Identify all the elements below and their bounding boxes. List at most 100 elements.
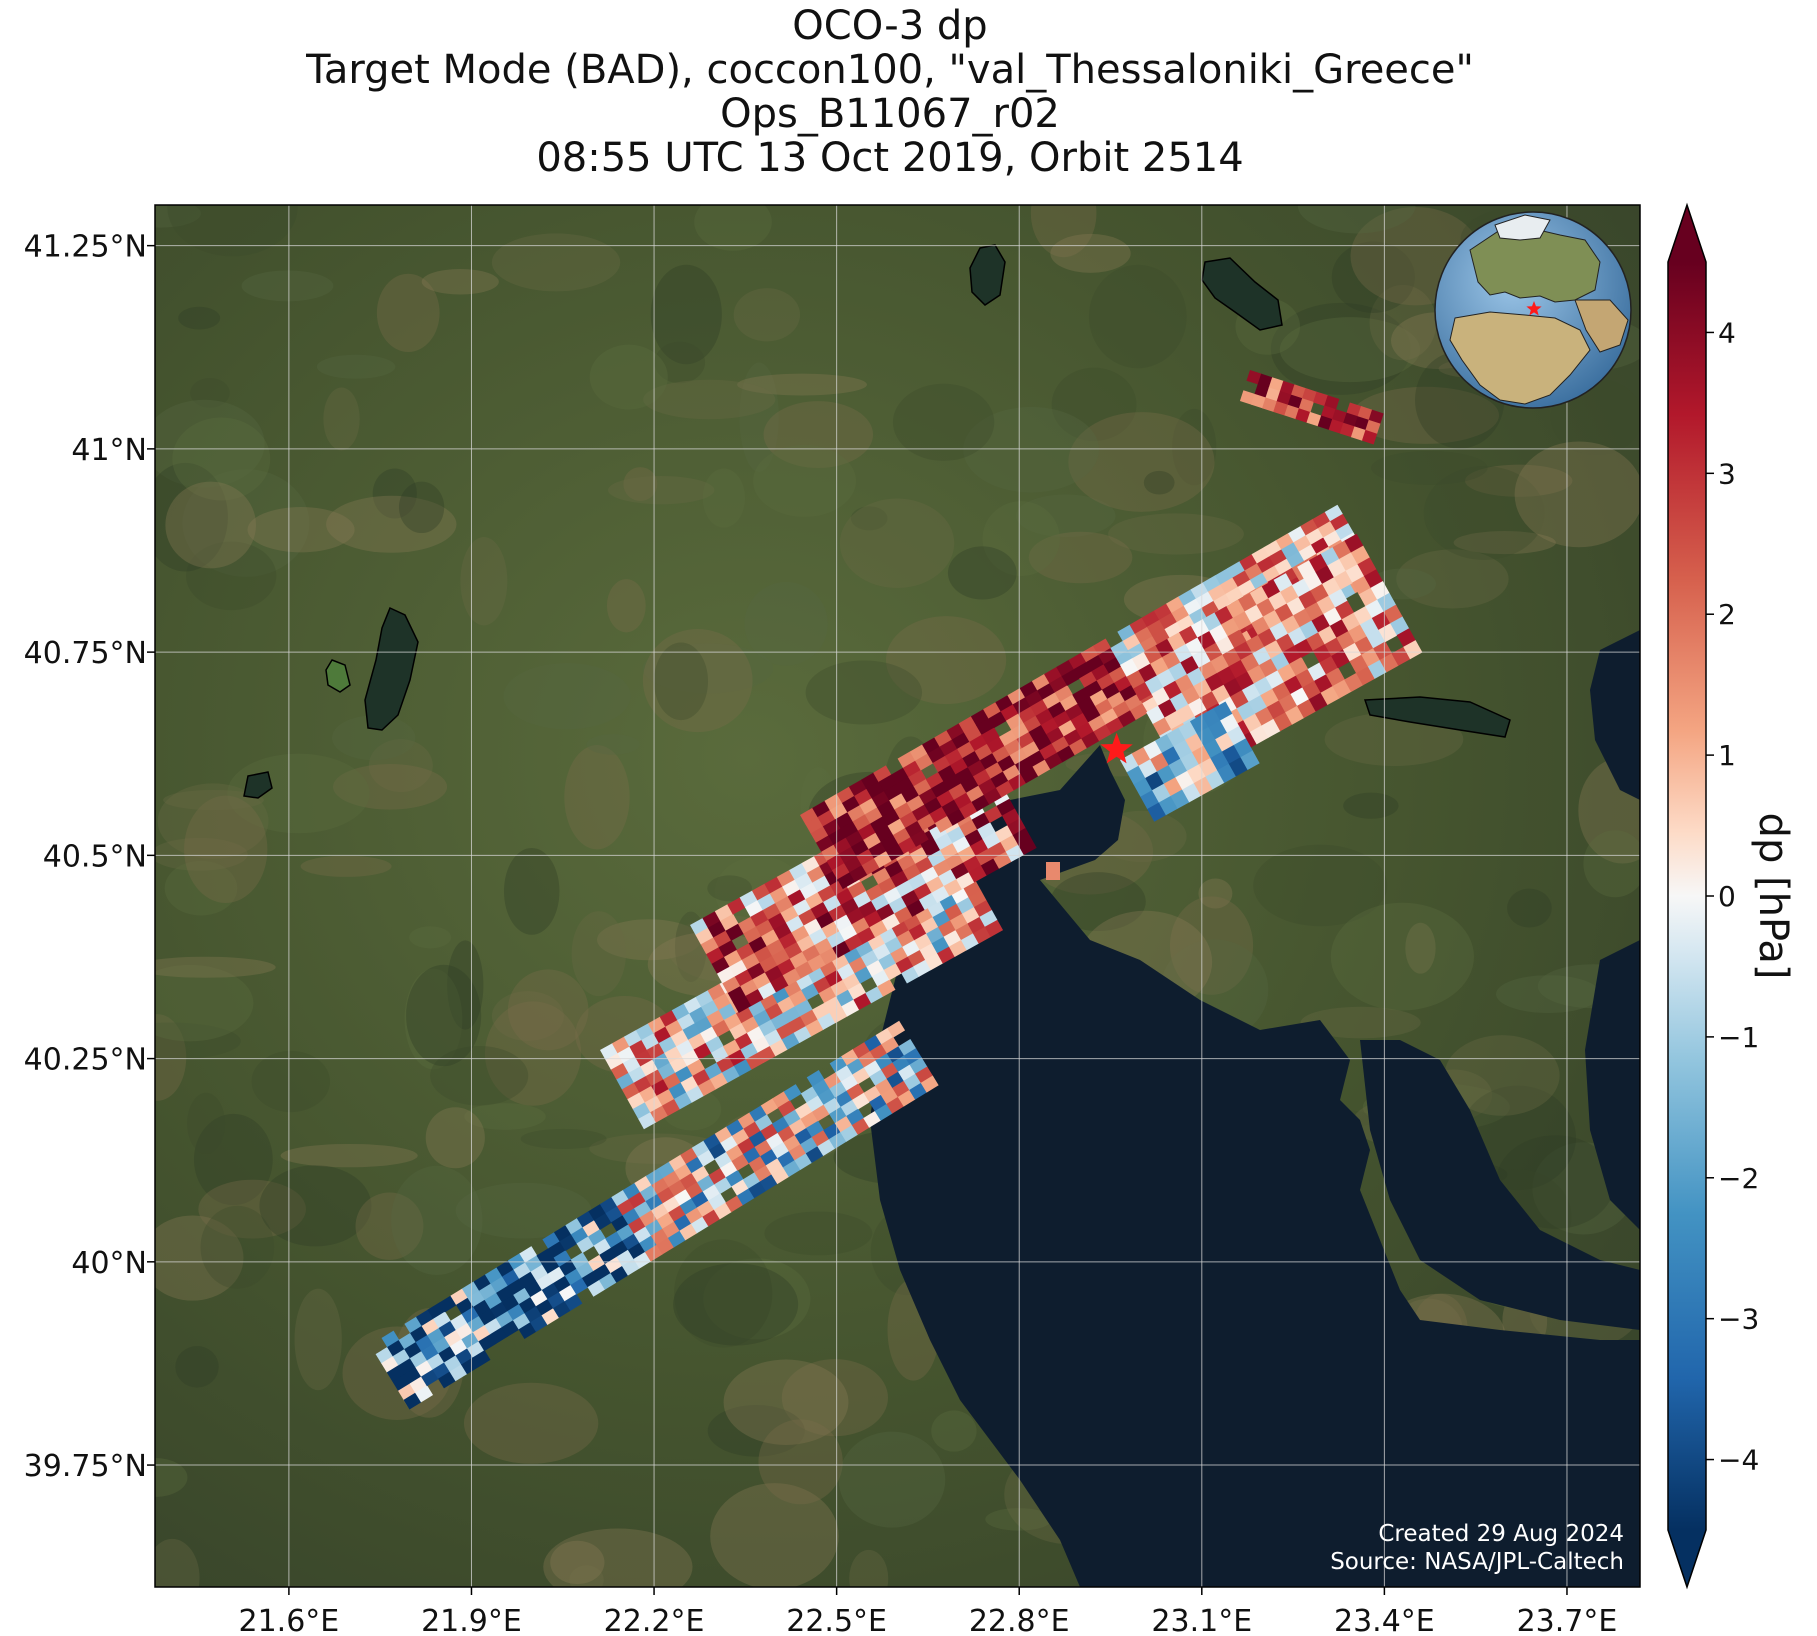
sounding-footprint <box>939 842 959 861</box>
sounding-footprint <box>990 771 1009 789</box>
sounding-footprint <box>864 1034 883 1052</box>
sounding-footprint <box>1063 729 1083 747</box>
sounding-footprint <box>844 933 864 952</box>
sounding-swath <box>1239 370 1384 445</box>
sounding-footprint <box>623 1029 643 1048</box>
sounding-footprint <box>530 1264 549 1282</box>
sounding-footprint <box>693 1042 712 1060</box>
sounding-footprint <box>817 1088 836 1106</box>
sounding-footprint <box>1152 628 1171 646</box>
sounding-footprint <box>881 913 901 931</box>
sounding-footprint <box>812 800 831 818</box>
sounding-footprint <box>1089 689 1109 707</box>
sounding-footprint <box>713 930 732 948</box>
terrain-patch <box>571 911 626 997</box>
sounding-footprint <box>847 804 866 822</box>
sounding-footprint <box>745 988 765 1007</box>
terrain-patch <box>155 1022 241 1060</box>
sounding-footprint <box>812 1002 831 1020</box>
sounding-footprint <box>449 1338 468 1356</box>
sounding-footprint <box>922 737 941 755</box>
sounding-footprint <box>706 1009 725 1028</box>
sounding-footprint <box>740 978 759 997</box>
sounding-footprint <box>593 1238 612 1256</box>
sounding-footprint <box>736 942 755 961</box>
sounding-footprint <box>1068 652 1087 670</box>
terrain-patch <box>753 444 856 517</box>
sounding-footprint <box>754 1139 773 1157</box>
sounding-footprint <box>913 778 932 796</box>
sounding-footprint <box>895 880 915 898</box>
sounding-footprint <box>840 1099 859 1117</box>
sounding-footprint <box>622 1233 641 1251</box>
sounding-footprint <box>934 815 954 833</box>
terrain-patch <box>184 795 268 903</box>
terrain-patch <box>332 715 416 761</box>
sounding-footprint <box>1100 707 1119 725</box>
longitude-ticks: 21.6°E 21.9°E 22.2°E 22.5°E 22.8°E 23.1°E 23.4… <box>239 1587 1617 1636</box>
sounding-footprint <box>720 1160 738 1178</box>
sounding-footprint <box>953 792 973 810</box>
terrain-patch <box>323 387 360 451</box>
sounding-footprint <box>704 1062 723 1080</box>
sounding-footprint <box>811 1129 830 1147</box>
sounding-footprint <box>705 1036 724 1054</box>
sounding-footprint <box>956 871 975 890</box>
globe-scandinavia <box>1494 214 1551 241</box>
sounding-footprint <box>461 1331 480 1349</box>
sounding-footprint <box>798 908 817 926</box>
sounding-footprint <box>821 921 841 939</box>
sounding-footprint <box>844 855 863 873</box>
terrain-patch <box>157 783 269 859</box>
sounding-footprint <box>938 869 957 887</box>
sounding-footprint <box>754 945 773 964</box>
sounding-footprint <box>1354 416 1370 431</box>
lake-volvi <box>1363 696 1511 738</box>
sounding-footprint <box>1105 717 1124 735</box>
sounding-footprint <box>819 947 839 965</box>
sounding-footprint <box>1305 527 1324 546</box>
sounding-footprint <box>871 893 890 912</box>
sounding-footprint <box>925 952 944 971</box>
sounding-footprint <box>987 841 1007 860</box>
sounding-footprint <box>432 1336 451 1354</box>
sounding-footprint <box>658 1036 677 1054</box>
sounding-footprint <box>645 1069 664 1087</box>
sounding-footprint <box>1254 383 1270 399</box>
terrain-patch <box>198 1179 306 1239</box>
sounding-footprint <box>955 923 974 941</box>
sounding-footprint <box>863 1085 882 1103</box>
terrain-patch <box>182 469 310 577</box>
sounding-footprint <box>981 727 1000 745</box>
sounding-footprint <box>387 1339 406 1357</box>
sounding-footprint <box>1056 659 1075 677</box>
sounding-footprint <box>718 1003 737 1021</box>
sounding-footprint <box>398 1383 416 1401</box>
terrain-patch <box>1369 284 1437 361</box>
sounding-footprint <box>802 944 821 963</box>
sounding-footprint <box>1141 610 1160 628</box>
sounding-footprint <box>911 804 931 822</box>
sounding-footprint <box>773 922 793 940</box>
sounding-footprint <box>871 790 891 808</box>
sounding-footprint <box>1293 535 1312 553</box>
sounding-footprint <box>748 1155 767 1173</box>
lon-tick-label: 23.1°E <box>1151 1604 1252 1636</box>
terrain-patch <box>1453 531 1556 555</box>
latitude-ticks: 39.75°N 40°N 40.25°N 40.5°N 40.75°N 41°N 41.25… <box>24 230 155 1484</box>
lon-tick-label: 21.6°E <box>239 1604 340 1636</box>
sounding-footprint <box>633 1251 652 1269</box>
sounding-footprint <box>860 949 880 968</box>
sounding-footprint <box>755 919 775 937</box>
sounding-footprint <box>757 981 777 1000</box>
sounding-footprint <box>782 1006 801 1024</box>
sounding-footprint <box>1056 745 1076 763</box>
sounding-footprint <box>638 1111 657 1130</box>
sounding-footprint <box>917 813 936 831</box>
sounding-footprint <box>999 729 1018 747</box>
sounding-footprint <box>947 808 966 826</box>
terrain-patch <box>404 968 463 1070</box>
sounding-footprint <box>665 1019 684 1038</box>
sounding-footprint <box>703 1133 722 1151</box>
sounding-footprint <box>877 979 896 997</box>
